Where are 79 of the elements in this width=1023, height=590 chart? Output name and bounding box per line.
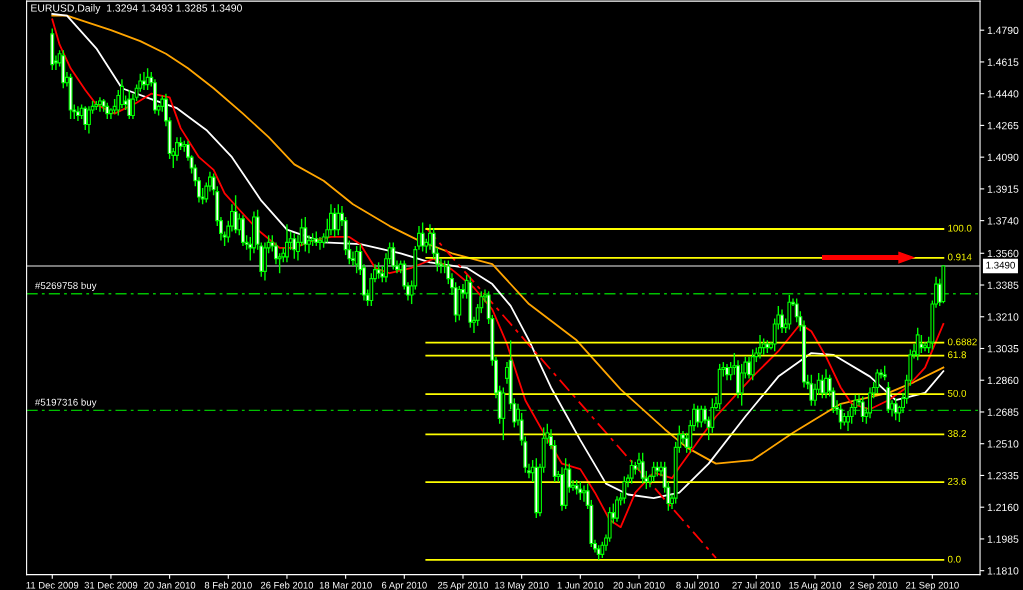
candlestick [615, 495, 619, 523]
x-tick-label: 15 Aug 2010 [789, 581, 842, 590]
x-tick-label: 18 Mar 2010 [319, 581, 372, 589]
ref-line-label: #5269758 buy [34, 281, 97, 291]
y-tick-label: 1.4090 [987, 153, 1019, 162]
x-tick-label: 21 Sep 2010 [906, 581, 959, 590]
candlestick [886, 381, 891, 414]
series-label: 23.6 [948, 477, 967, 485]
x-tick-label: 13 May 2010 [495, 581, 549, 590]
candlestick [285, 223, 289, 264]
y-tick-label: 1.3740 [987, 217, 1019, 225]
series-label: 50.0 [947, 389, 967, 397]
y-tick-label: 1.3035 [987, 345, 1019, 353]
candlestick [651, 461, 656, 483]
candlestick [83, 105, 88, 131]
chart-title: EURUSD,Daily 1.3294 1.3493 1.3285 1.3490 [31, 4, 242, 14]
candlestick [578, 481, 583, 501]
candlestick [820, 374, 825, 400]
candlestick [699, 404, 704, 429]
candlestick [141, 71, 146, 91]
candlestick [127, 89, 132, 120]
candlestick [640, 452, 645, 485]
series-label: 38.2 [947, 430, 966, 437]
candlestick [336, 203, 341, 236]
y-tick-label: 1.2685 [987, 408, 1019, 416]
candlestick [629, 459, 634, 485]
candlestick [915, 326, 920, 361]
y-tick-label: 1.3560 [987, 249, 1019, 258]
y-tick-label: 1.4615 [987, 58, 1019, 66]
series-label: 61.8 [948, 351, 967, 359]
y-tick-label: 1.3210 [987, 313, 1019, 321]
candlestick [428, 223, 432, 251]
candlestick [860, 395, 865, 423]
candlestick [86, 105, 91, 135]
y-tick-label: 1.2860 [987, 376, 1019, 385]
x-tick-label: 1 Jun 2010 [557, 581, 604, 589]
x-tick-label: 11 Dec 2009 [26, 581, 79, 589]
candlestick [391, 241, 396, 271]
candlestick [868, 386, 872, 420]
series-label: 0.914 [947, 253, 972, 261]
y-tick-label: 1.1985 [987, 535, 1019, 543]
candlestick [750, 348, 755, 381]
x-tick-label: 31 Dec 2009 [84, 581, 138, 589]
y-tick-label: 1.3915 [987, 185, 1019, 193]
ref-line-label: 1.3490 [986, 261, 1015, 269]
candlestick [919, 334, 924, 354]
y-tick-label: 1.2335 [987, 471, 1019, 480]
y-tick-label: 1.1810 [987, 567, 1019, 575]
candlestick [780, 308, 784, 334]
candlestick [923, 341, 927, 352]
candlestick [838, 403, 843, 430]
candlestick [824, 368, 828, 400]
y-tick-label: 1.2510 [987, 440, 1019, 448]
ref-line-label: #5197316 buy [34, 398, 97, 408]
candlestick [747, 355, 751, 380]
candlestick [875, 368, 880, 394]
series-label: 0.0 [947, 555, 961, 563]
candlestick [318, 236, 322, 251]
y-tick-label: 1.3385 [987, 281, 1019, 289]
y-tick-label: 1.2160 [987, 503, 1019, 512]
candlestick [758, 334, 762, 360]
x-tick-label: 26 Feb 2010 [260, 581, 314, 589]
y-tick-label: 1.4265 [987, 121, 1019, 130]
x-tick-label: 25 Apr 2010 [437, 581, 489, 590]
x-tick-label: 2 Sep 2010 [850, 581, 898, 590]
x-tick-label: 8 Feb 2010 [204, 581, 252, 589]
candlestick [241, 214, 245, 247]
series-label: 100.0 [948, 224, 972, 232]
y-tick-label: 1.4440 [987, 90, 1019, 98]
candlestick [582, 484, 586, 503]
series-label: 0.6882 [947, 338, 977, 346]
x-tick-label: 6 Apr 2010 [381, 581, 427, 590]
x-tick-label: 8 Jul 2010 [676, 581, 720, 589]
candlestick [303, 216, 308, 253]
y-tick-label: 1.4790 [987, 26, 1019, 35]
x-tick-label: 20 Jan 2010 [144, 581, 196, 589]
x-tick-label: 27 Jul 2010 [732, 581, 781, 589]
x-tick-label: 20 Jun 2010 [613, 581, 665, 589]
candlestick [292, 232, 297, 260]
